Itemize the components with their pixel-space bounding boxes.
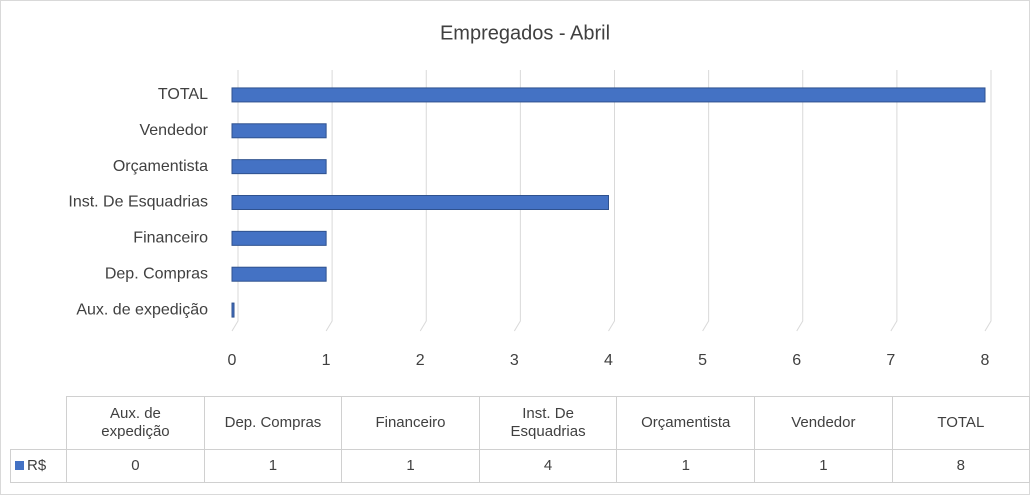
grid-line — [231, 70, 239, 332]
x-tick-label: 7 — [886, 352, 895, 369]
y-tick-label: Dep. Compras — [105, 265, 208, 282]
table-header-cell: Aux. de expedição — [66, 396, 205, 450]
grid-line — [513, 70, 521, 332]
bar — [231, 87, 986, 103]
legend-label: R$ — [27, 457, 47, 474]
table-header-row: Aux. de expedição Dep. Compras Financeiro I… — [10, 396, 1030, 450]
x-tick-label: 8 — [981, 352, 990, 369]
bar — [231, 123, 327, 139]
table-header-cell: Inst. De Esquadrias — [478, 396, 618, 450]
y-tick-label: TOTAL — [158, 86, 208, 103]
grid-line — [796, 70, 804, 332]
table-header-cell: Dep. Compras — [203, 396, 343, 450]
grid-line — [702, 70, 710, 332]
table-header-cell: Financeiro — [341, 396, 480, 450]
x-tick-label: 5 — [698, 352, 707, 369]
chart-title: Empregados - Abril — [440, 22, 610, 44]
table-value-cell: 1 — [203, 449, 343, 483]
bar — [231, 266, 327, 282]
grid-line — [419, 70, 427, 332]
table-header-cell: Vendedor — [754, 396, 893, 450]
bar — [231, 159, 327, 175]
table-header-cell: Orçamentista — [616, 396, 756, 450]
table-legend-cell: R$ — [9, 449, 68, 483]
bar — [231, 302, 235, 318]
grid-line — [325, 70, 333, 332]
table-value-cell: 1 — [341, 449, 480, 483]
bar — [231, 230, 327, 246]
x-tick-label: 2 — [416, 352, 425, 369]
table-value-row: R$ 0 1 1 4 1 1 8 — [9, 449, 1030, 483]
grid-line — [608, 70, 615, 332]
bar — [231, 195, 609, 210]
table-value-cell: 1 — [754, 449, 893, 483]
x-tick-label: 6 — [792, 352, 801, 369]
grid-line — [984, 70, 992, 332]
table-value-cell: 1 — [616, 449, 756, 483]
legend-key — [15, 461, 24, 470]
x-tick-label: 0 — [228, 352, 237, 369]
table-header-cell: TOTAL — [891, 396, 1030, 450]
table-value-cell: 4 — [478, 449, 618, 483]
grid-line — [890, 70, 898, 332]
y-tick-label: Inst. De Esquadrias — [68, 194, 208, 211]
data-table: Aux. de expedição Dep. Compras Financeiro I… — [9, 396, 1030, 483]
x-tick-label: 1 — [322, 352, 331, 369]
table-value-cell: 8 — [891, 449, 1030, 483]
y-tick-label: Vendedor — [139, 122, 208, 139]
y-tick-label: Aux. de expedição — [76, 301, 208, 318]
table-value-cell: 0 — [66, 449, 205, 483]
y-tick-label: Orçamentista — [113, 158, 208, 175]
y-tick-label: Financeiro — [133, 230, 208, 247]
x-tick-label: 3 — [510, 352, 519, 369]
table-corner — [10, 396, 68, 450]
x-tick-label: 4 — [604, 352, 613, 369]
